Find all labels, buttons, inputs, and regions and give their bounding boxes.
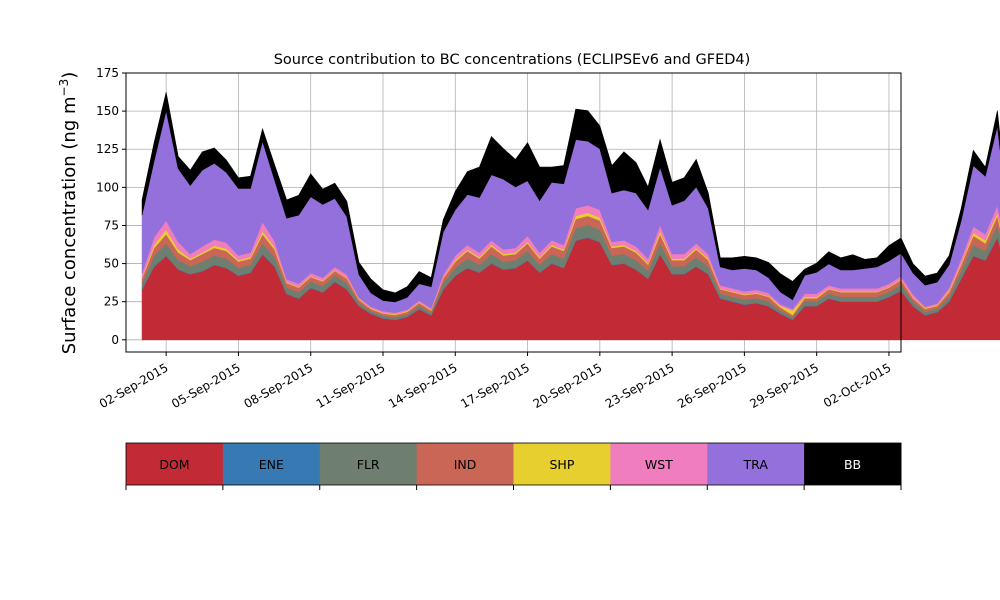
legend-swatch-dom (126, 443, 224, 485)
legend-label-shp: SHP (550, 457, 575, 472)
y-axis-ticks: 0 25 50 75 100 125 150 175 (96, 66, 126, 347)
legend-swatch-flr (319, 443, 418, 485)
y-tick-label: 100 (96, 180, 119, 194)
legend-label-ene: ENE (259, 457, 284, 472)
plot-frame (125, 72, 902, 353)
legend-swatch-ene (222, 443, 321, 485)
legend-swatch-tra (707, 443, 805, 485)
x-axis-ticks: 02-Sep-201505-Sep-201508-Sep-201511-Sep-… (97, 352, 893, 411)
x-tick-label: 29-Sep-2015 (747, 360, 821, 411)
y-tick-label: 50 (104, 257, 119, 271)
y-axis-label-close: ) (59, 72, 80, 79)
area-series-bb (141, 92, 1000, 303)
x-tick-label: 14-Sep-2015 (386, 360, 460, 411)
legend-label-flr: FLR (357, 457, 380, 472)
y-axis-label: Surface concentration (ng m−3) (57, 72, 80, 355)
legend-colorbar: DOM ENE FLR IND SHP WST TRA BB (125, 442, 902, 490)
x-tick-label: 08-Sep-2015 (241, 360, 315, 411)
legend-label-bb: BB (844, 457, 861, 472)
legend-swatch-bb (804, 443, 902, 485)
legend-label-dom: DOM (159, 457, 189, 472)
x-tick-label: 26-Sep-2015 (675, 360, 749, 411)
y-tick-label: 125 (96, 142, 119, 156)
y-tick-label: 75 (104, 218, 119, 232)
legend-swatch-ind (416, 443, 514, 485)
chart-title: Source contribution to BC concentrations… (274, 52, 751, 68)
y-tick-label: 25 (104, 295, 119, 309)
x-tick-label: 02-Oct-2015 (821, 360, 893, 410)
y-axis-label-unit-sup: −3 (57, 79, 71, 97)
x-tick-label: 20-Sep-2015 (531, 360, 605, 411)
x-tick-label: 11-Sep-2015 (314, 360, 388, 411)
legend-label-wst: WST (645, 457, 673, 472)
legend-swatch-shp (513, 443, 611, 485)
stacked-areas (141, 92, 1000, 341)
y-tick-label: 150 (96, 104, 119, 118)
y-axis-label-text: Surface concentration (ng m (59, 96, 80, 354)
legend-label-tra: TRA (743, 457, 769, 472)
x-tick-label: 05-Sep-2015 (169, 360, 243, 411)
x-tick-label: 02-Sep-2015 (97, 360, 171, 411)
y-tick-label: 0 (111, 333, 119, 347)
y-tick-label: 175 (96, 66, 119, 80)
legend-swatch-wst (610, 443, 708, 485)
x-tick-label: 23-Sep-2015 (603, 360, 677, 411)
legend-label-ind: IND (454, 457, 477, 472)
x-tick-label: 17-Sep-2015 (458, 360, 532, 411)
